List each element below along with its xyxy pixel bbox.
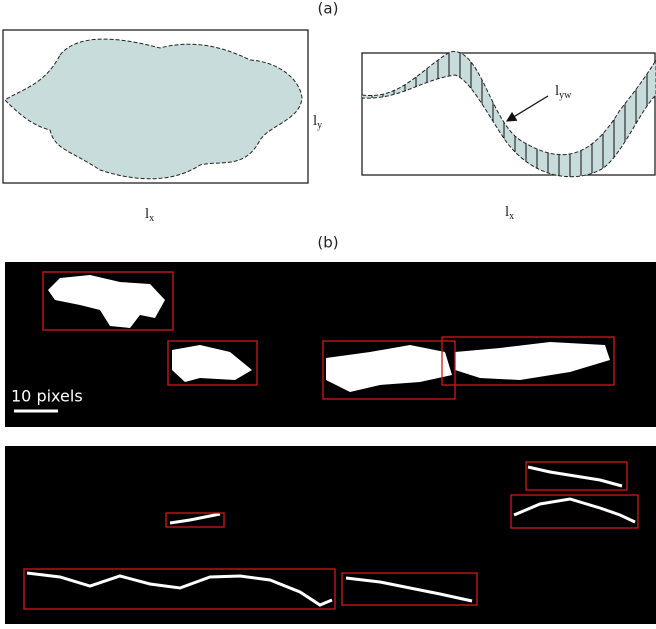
- panel-a: (a) ly lx lyw lx: [2, 0, 656, 224]
- band: [361, 51, 656, 178]
- detection-box: [510, 494, 639, 529]
- scale-label: 10 pixels: [11, 387, 83, 406]
- blob: [48, 275, 165, 328]
- panel-b: (b) 10 pixels: [5, 234, 656, 624]
- blob: [172, 345, 252, 382]
- lx-label: lx: [505, 204, 514, 222]
- detection-box: [167, 340, 258, 386]
- detection-box: [525, 461, 628, 491]
- frame: [2, 29, 309, 184]
- blob: [326, 345, 452, 392]
- detection-box: [322, 340, 456, 400]
- arrow: [505, 95, 549, 122]
- filament: [513, 497, 636, 524]
- filament: [169, 512, 221, 525]
- panel-label: (a): [318, 0, 339, 18]
- blob: [4, 38, 303, 180]
- detection-box: [441, 336, 615, 386]
- image: [5, 446, 656, 624]
- lx-label: lx: [145, 206, 154, 224]
- detection-box: [23, 568, 336, 610]
- filament: [345, 576, 473, 603]
- detection-box: [42, 271, 174, 331]
- lyw-label: lyw: [555, 83, 572, 101]
- panel-label: (b): [317, 234, 338, 252]
- filament: [527, 465, 623, 488]
- detection-box: [341, 572, 478, 606]
- frame: [361, 52, 656, 176]
- detection-box: [165, 512, 225, 528]
- ly-label: ly: [313, 113, 322, 131]
- filament: [26, 571, 333, 607]
- blob: [455, 342, 610, 380]
